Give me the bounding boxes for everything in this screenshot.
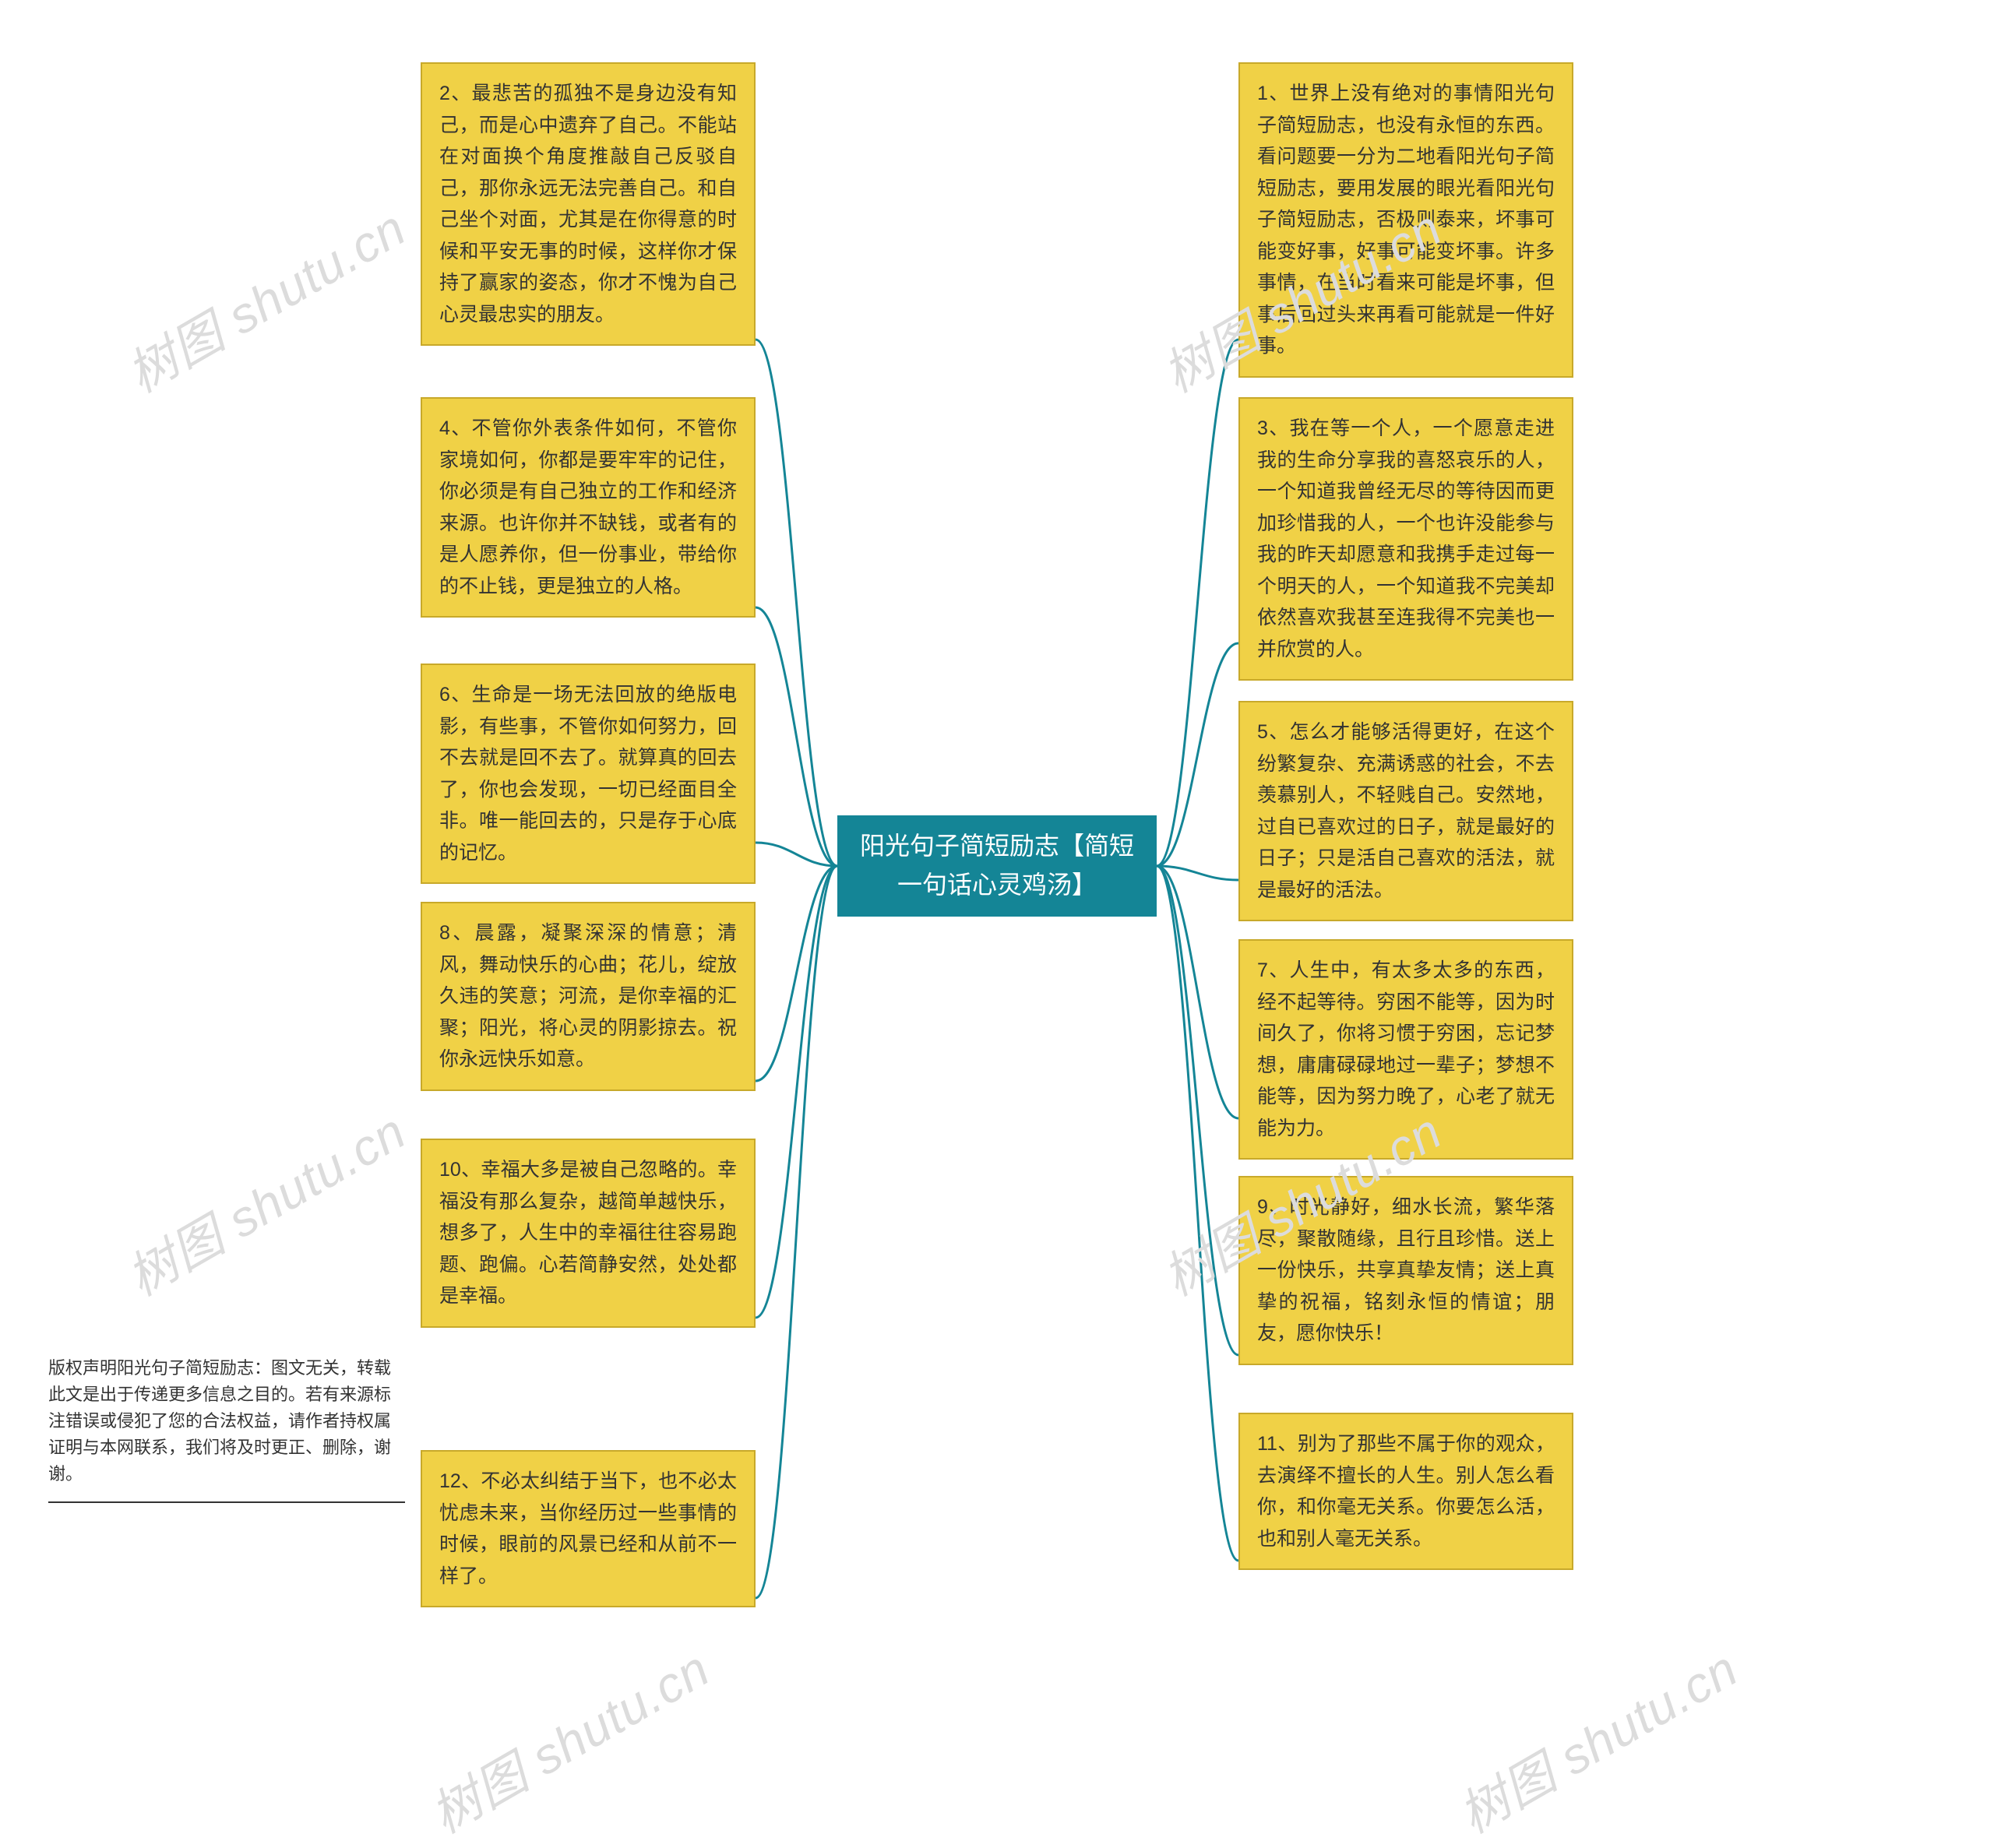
leaf-text-n9: 9、时光静好，细水长流，繁华落尽，聚散随缘，且行且珍惜。送上一份快乐，共享真挚友… <box>1257 1196 1555 1344</box>
leaf-n3: 3、我在等一个人，一个愿意走进我的生命分享我的喜怒哀乐的人，一个知道我曾经无尽的… <box>1238 397 1573 681</box>
mindmap-canvas: { "canvas": { "width": 2560, "height": 2… <box>0 0 1994 1848</box>
leaf-n2: 2、最悲苦的孤独不是身边没有知己，而是心中遗弃了自己。不能站在对面换个角度推敲自… <box>421 62 756 346</box>
leaf-n1: 1、世界上没有绝对的事情阳光句子简短励志，也没有永恒的东西。看问题要一分为二地看… <box>1238 62 1573 378</box>
edges-layer <box>0 0 1994 1848</box>
edge <box>756 340 837 866</box>
edge <box>1157 643 1238 866</box>
edge <box>1157 866 1238 1561</box>
watermark: 树图 shutu.cn <box>112 1093 417 1310</box>
leaf-n6: 6、生命是一场无法回放的绝版电影，有些事，不管你如何努力，回不去就是回不去了。就… <box>421 664 756 884</box>
leaf-n10: 10、幸福大多是被自己忽略的。幸福没有那么复杂，越简单越快乐，想多了，人生中的幸… <box>421 1139 756 1328</box>
leaf-text-n8: 8、晨露，凝聚深深的情意；清风，舞动快乐的心曲；花儿，绽放久违的笑意；河流，是你… <box>439 922 737 1070</box>
watermark: 树图 shutu.cn <box>112 189 417 407</box>
watermark: 树图 shutu.cn <box>416 1630 720 1847</box>
copyright-underline <box>48 1501 405 1503</box>
edge <box>1157 866 1238 880</box>
leaf-n9: 9、时光静好，细水长流，繁华落尽，聚散随缘，且行且珍惜。送上一份快乐，共享真挚友… <box>1238 1176 1573 1365</box>
leaf-text-n11: 11、别为了那些不属于你的观众，去演绎不擅长的人生。别人怎么看你，和你毫无关系。… <box>1257 1433 1555 1550</box>
center-node-text: 阳光句子简短励志【简短一句话心灵鸡汤】 <box>859 827 1135 904</box>
leaf-text-n6: 6、生命是一场无法回放的绝版电影，有些事，不管你如何努力，回不去就是回不去了。就… <box>439 684 737 864</box>
leaf-n12: 12、不必太纠结于当下，也不必太忧虑未来，当你经历过一些事情的时候，眼前的风景已… <box>421 1450 756 1607</box>
leaf-n8: 8、晨露，凝聚深深的情意；清风，舞动快乐的心曲；花儿，绽放久违的笑意；河流，是你… <box>421 902 756 1091</box>
leaf-n11: 11、别为了那些不属于你的观众，去演绎不擅长的人生。别人怎么看你，和你毫无关系。… <box>1238 1413 1573 1570</box>
edge <box>1157 340 1238 866</box>
leaf-n5: 5、怎么才能够活得更好，在这个纷繁复杂、充满诱惑的社会，不去羡慕别人，不轻贱自己… <box>1238 701 1573 921</box>
copyright-text: 版权声明阳光句子简短励志：图文无关，转载此文是出于传递更多信息之目的。若有来源标… <box>48 1358 391 1484</box>
edge <box>756 843 837 866</box>
leaf-text-n7: 7、人生中，有太多太多的东西，经不起等待。穷困不能等，因为时间久了，你将习惯于穷… <box>1257 959 1555 1139</box>
leaf-n4: 4、不管你外表条件如何，不管你家境如何，你都是要牢牢的记住，你必须是有自己独立的… <box>421 397 756 618</box>
watermark: 树图 shutu.cn <box>1444 1630 1749 1847</box>
edge <box>1157 866 1238 1118</box>
copyright-block: 版权声明阳光句子简短励志：图文无关，转载此文是出于传递更多信息之目的。若有来源标… <box>48 1355 391 1487</box>
edge <box>756 866 837 1318</box>
center-node: 阳光句子简短励志【简短一句话心灵鸡汤】 <box>837 815 1157 917</box>
edge <box>756 607 837 866</box>
leaf-text-n10: 10、幸福大多是被自己忽略的。幸福没有那么复杂，越简单越快乐，想多了，人生中的幸… <box>439 1159 737 1307</box>
leaf-n7: 7、人生中，有太多太多的东西，经不起等待。穷困不能等，因为时间久了，你将习惯于穷… <box>1238 939 1573 1160</box>
edge <box>1157 866 1238 1355</box>
edge <box>756 866 837 1598</box>
edge <box>756 866 837 1081</box>
leaf-text-n4: 4、不管你外表条件如何，不管你家境如何，你都是要牢牢的记住，你必须是有自己独立的… <box>439 417 737 597</box>
leaf-text-n2: 2、最悲苦的孤独不是身边没有知己，而是心中遗弃了自己。不能站在对面换个角度推敲自… <box>439 83 737 326</box>
leaf-text-n5: 5、怎么才能够活得更好，在这个纷繁复杂、充满诱惑的社会，不去羡慕别人，不轻贱自己… <box>1257 721 1555 901</box>
leaf-text-n12: 12、不必太纠结于当下，也不必太忧虑未来，当你经历过一些事情的时候，眼前的风景已… <box>439 1470 737 1587</box>
leaf-text-n1: 1、世界上没有绝对的事情阳光句子简短励志，也没有永恒的东西。看问题要一分为二地看… <box>1257 83 1555 357</box>
leaf-text-n3: 3、我在等一个人，一个愿意走进我的生命分享我的喜怒哀乐的人，一个知道我曾经无尽的… <box>1257 417 1555 660</box>
